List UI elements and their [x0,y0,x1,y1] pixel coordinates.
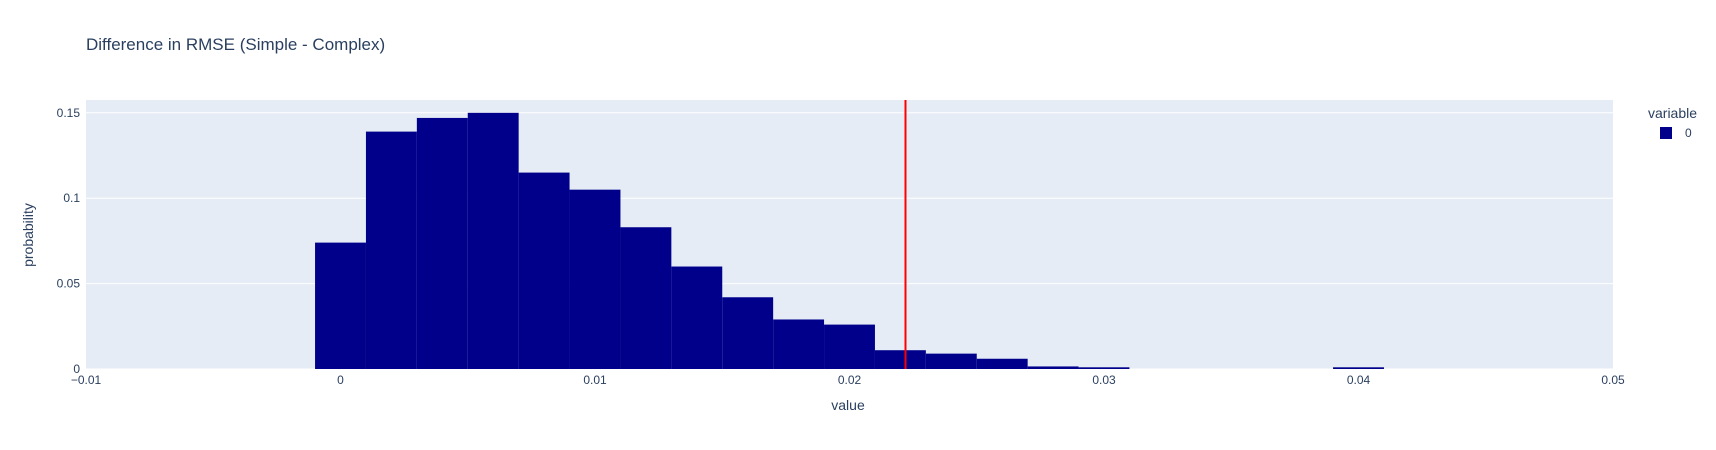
y-tick-label: 0.05 [57,277,81,291]
histogram-bar[interactable] [1027,366,1079,369]
histogram-bars [315,112,1384,370]
x-tick-label: 0 [337,373,344,387]
y-tick-label: 0.1 [63,191,80,205]
histogram-bar[interactable] [569,189,621,369]
histogram-bar[interactable] [620,227,672,369]
histogram-bar[interactable] [722,297,774,369]
x-tick-labels: −0.01 0 0.01 0.02 0.03 0.04 0.05 [71,373,1625,387]
histogram-bar[interactable] [874,350,926,369]
y-tick-label: 0 [73,362,80,376]
histogram-bar[interactable] [824,324,875,369]
x-tick-label: −0.01 [71,373,102,387]
y-tick-labels: 0 0.05 0.1 0.15 [57,106,81,376]
y-axis-title: probability [20,203,36,267]
histogram-bar[interactable] [1078,367,1130,369]
x-axis-title: value [831,397,865,413]
legend-title: variable [1648,105,1697,121]
legend-label-0[interactable]: 0 [1685,126,1692,140]
x-tick-label: 0.04 [1347,373,1371,387]
legend-swatch[interactable] [1660,127,1672,139]
histogram-bar[interactable] [518,172,570,369]
histogram-bar[interactable] [773,319,825,369]
histogram-bar[interactable] [1333,367,1384,369]
y-tick-label: 0.15 [57,106,81,120]
histogram-bar[interactable] [467,112,519,370]
histogram-bar[interactable] [416,117,468,369]
histogram-bar[interactable] [976,358,1028,369]
legend[interactable]: variable 0 [1648,105,1697,140]
x-tick-label: 0.05 [1601,373,1625,387]
chart-title: Difference in RMSE (Simple - Complex) [86,35,385,54]
x-tick-label: 0.01 [583,373,607,387]
histogram-bar[interactable] [315,242,366,369]
x-tick-label: 0.03 [1092,373,1116,387]
x-tick-label: 0.02 [838,373,862,387]
histogram-bar[interactable] [365,131,417,369]
histogram-bar[interactable] [671,266,723,369]
histogram-bar[interactable] [925,353,977,369]
